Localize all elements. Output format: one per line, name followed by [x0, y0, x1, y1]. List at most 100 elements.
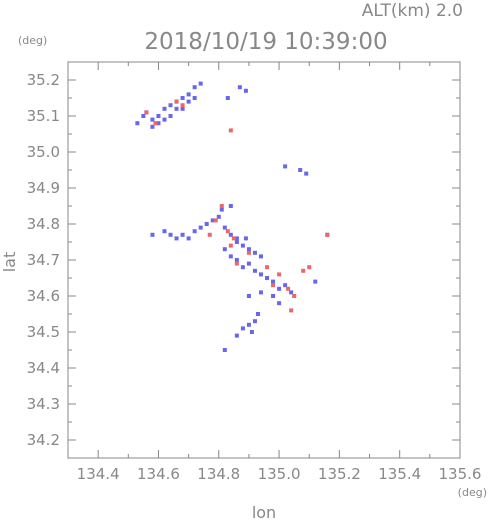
- blue-data-point: [246, 294, 251, 298]
- blue-data-point: [135, 121, 140, 126]
- blue-data-point: [225, 96, 230, 100]
- blue-data-point: [198, 225, 203, 230]
- blue-data-point: [150, 124, 155, 129]
- blue-data-point: [174, 106, 179, 111]
- blue-data-point: [150, 117, 155, 122]
- red-data-point: [292, 294, 297, 298]
- red-data-point: [289, 308, 294, 313]
- blue-data-point: [252, 319, 257, 324]
- x-tick-label: 134.4: [77, 465, 120, 483]
- blue-data-point: [271, 294, 276, 298]
- blue-data-point: [228, 232, 233, 237]
- blue-data-point: [234, 240, 239, 244]
- chart-subtitle: ALT(km) 2.0: [362, 1, 463, 21]
- y-tick-label: 34.9: [27, 179, 60, 197]
- red-data-point: [180, 103, 185, 108]
- y-tick-label: 35.0: [27, 143, 60, 161]
- blue-data-point: [216, 214, 221, 219]
- x-tick-label: 135.4: [378, 465, 421, 483]
- red-data-point: [307, 265, 312, 270]
- blue-data-point: [234, 333, 239, 338]
- blue-data-point: [234, 236, 239, 241]
- blue-data-point: [174, 236, 179, 241]
- blue-data-point: [192, 229, 197, 234]
- red-data-point: [174, 99, 179, 104]
- y-tick-label: 35.2: [27, 71, 60, 89]
- y-unit: (deg): [18, 34, 47, 47]
- x-tick-label: 134.6: [137, 465, 180, 483]
- blue-data-point: [298, 168, 303, 172]
- blue-data-point: [304, 171, 309, 176]
- blue-data-point: [180, 96, 185, 100]
- red-data-point: [271, 283, 276, 288]
- y-tick-label: 34.5: [27, 323, 60, 341]
- blue-data-point: [156, 121, 161, 126]
- blue-data-point: [222, 247, 227, 252]
- blue-data-point: [277, 286, 282, 291]
- blue-data-point: [186, 236, 191, 241]
- red-data-point: [265, 265, 270, 270]
- y-tick-label: 34.3: [27, 395, 60, 413]
- blue-data-point: [162, 229, 167, 234]
- blue-data-point: [234, 258, 239, 262]
- ticks: 134.4 134.6 134.8 135.0 135.2 135.4 135.6 34.2 3…: [27, 62, 482, 483]
- blue-data-point: [186, 99, 191, 104]
- blue-data-point: [186, 92, 191, 97]
- blue-data-point: [192, 96, 197, 100]
- blue-data-point: [243, 236, 248, 241]
- blue-data-point: [240, 326, 245, 331]
- blue-data-point: [258, 290, 263, 295]
- blue-data-point: [228, 204, 233, 208]
- blue-data-point: [162, 106, 167, 111]
- blue-data-point: [237, 85, 242, 90]
- red-data-point: [228, 243, 233, 248]
- red-data-point: [231, 236, 236, 241]
- red-data-point: [219, 204, 224, 208]
- blue-data-point: [219, 207, 224, 212]
- data-points: [135, 81, 330, 352]
- red-data-point: [207, 232, 212, 237]
- blue-data-point: [258, 272, 263, 277]
- y-tick-label: 34.4: [27, 359, 60, 377]
- blue-data-point: [246, 322, 251, 327]
- blue-data-point: [150, 232, 155, 237]
- red-data-point: [153, 121, 158, 126]
- blue-data-point: [168, 232, 173, 237]
- blue-data-point: [192, 85, 197, 90]
- y-tick-label: 34.8: [27, 215, 60, 233]
- red-data-point: [213, 218, 218, 223]
- red-data-point: [144, 110, 149, 115]
- x-tick-label: 135.6: [439, 465, 482, 483]
- blue-data-point: [252, 250, 257, 255]
- blue-data-point: [255, 312, 260, 316]
- blue-data-point: [210, 218, 215, 223]
- blue-data-point: [180, 232, 185, 237]
- red-data-point: [301, 268, 306, 273]
- plot-frame: [67, 61, 461, 459]
- blue-data-point: [283, 164, 288, 169]
- x-axis-label: lon: [252, 503, 276, 521]
- blue-data-point: [204, 222, 209, 226]
- blue-data-point: [258, 254, 263, 259]
- red-data-point: [225, 229, 230, 234]
- x-tick-label: 135.2: [318, 465, 361, 483]
- y-tick-label: 34.6: [27, 287, 60, 305]
- blue-data-point: [228, 254, 233, 259]
- red-data-point: [246, 250, 251, 255]
- blue-data-point: [289, 290, 294, 295]
- chart-title: 2018/10/19 10:39:00: [144, 29, 387, 55]
- blue-data-point: [271, 279, 276, 284]
- x-tick-label: 135.0: [258, 465, 301, 483]
- x-unit: (deg): [458, 486, 487, 499]
- blue-data-point: [283, 283, 288, 288]
- blue-data-point: [246, 247, 251, 252]
- y-axis-label: lat: [0, 252, 19, 273]
- blue-data-point: [277, 301, 282, 306]
- blue-data-point: [222, 225, 227, 230]
- blue-data-point: [180, 106, 185, 111]
- blue-data-point: [249, 330, 254, 334]
- blue-data-point: [156, 114, 161, 118]
- blue-data-point: [243, 88, 248, 93]
- blue-data-point: [265, 276, 270, 280]
